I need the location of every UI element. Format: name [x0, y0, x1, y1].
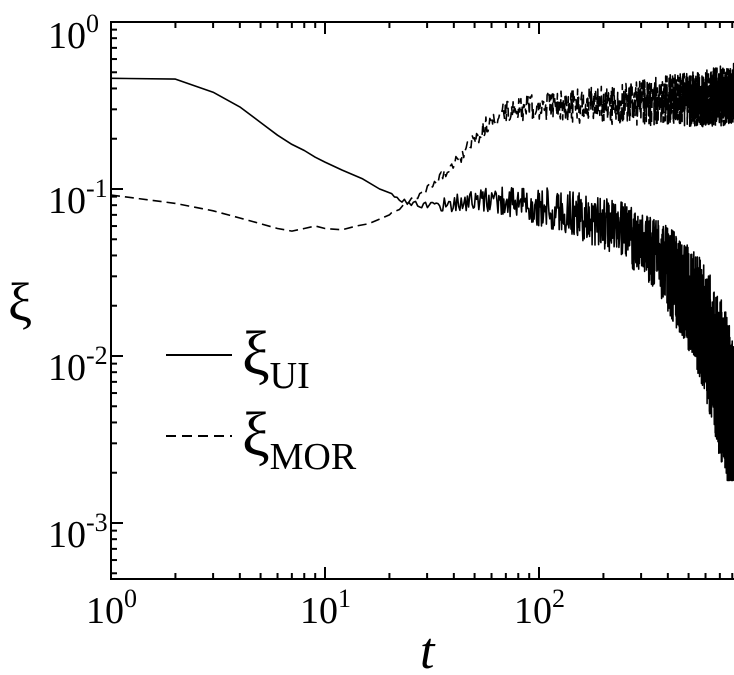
plot-frame — [110, 21, 734, 580]
y-axis-label: ξ — [8, 272, 32, 332]
x-tick-label-0: 100 — [86, 584, 137, 632]
legend-label-ui: ξUI — [242, 320, 310, 397]
series-line-mor — [110, 62, 734, 232]
legend: ξUI ξMOR — [166, 320, 357, 478]
x-tick-label-1: 101 — [300, 584, 351, 632]
x-axis-label: t — [420, 623, 436, 675]
legend-label-mor: ξMOR — [242, 401, 357, 478]
y-tick-label-2: 10-2 — [48, 341, 108, 389]
y-tick-label-3: 10-3 — [48, 508, 108, 556]
series-line-ui — [110, 77, 734, 482]
axis-ticks — [110, 21, 734, 579]
data-series — [110, 62, 734, 482]
y-tick-label-0: 100 — [48, 9, 99, 57]
x-tick-label-2: 102 — [514, 584, 565, 632]
y-tick-label-1: 10-1 — [48, 174, 108, 222]
